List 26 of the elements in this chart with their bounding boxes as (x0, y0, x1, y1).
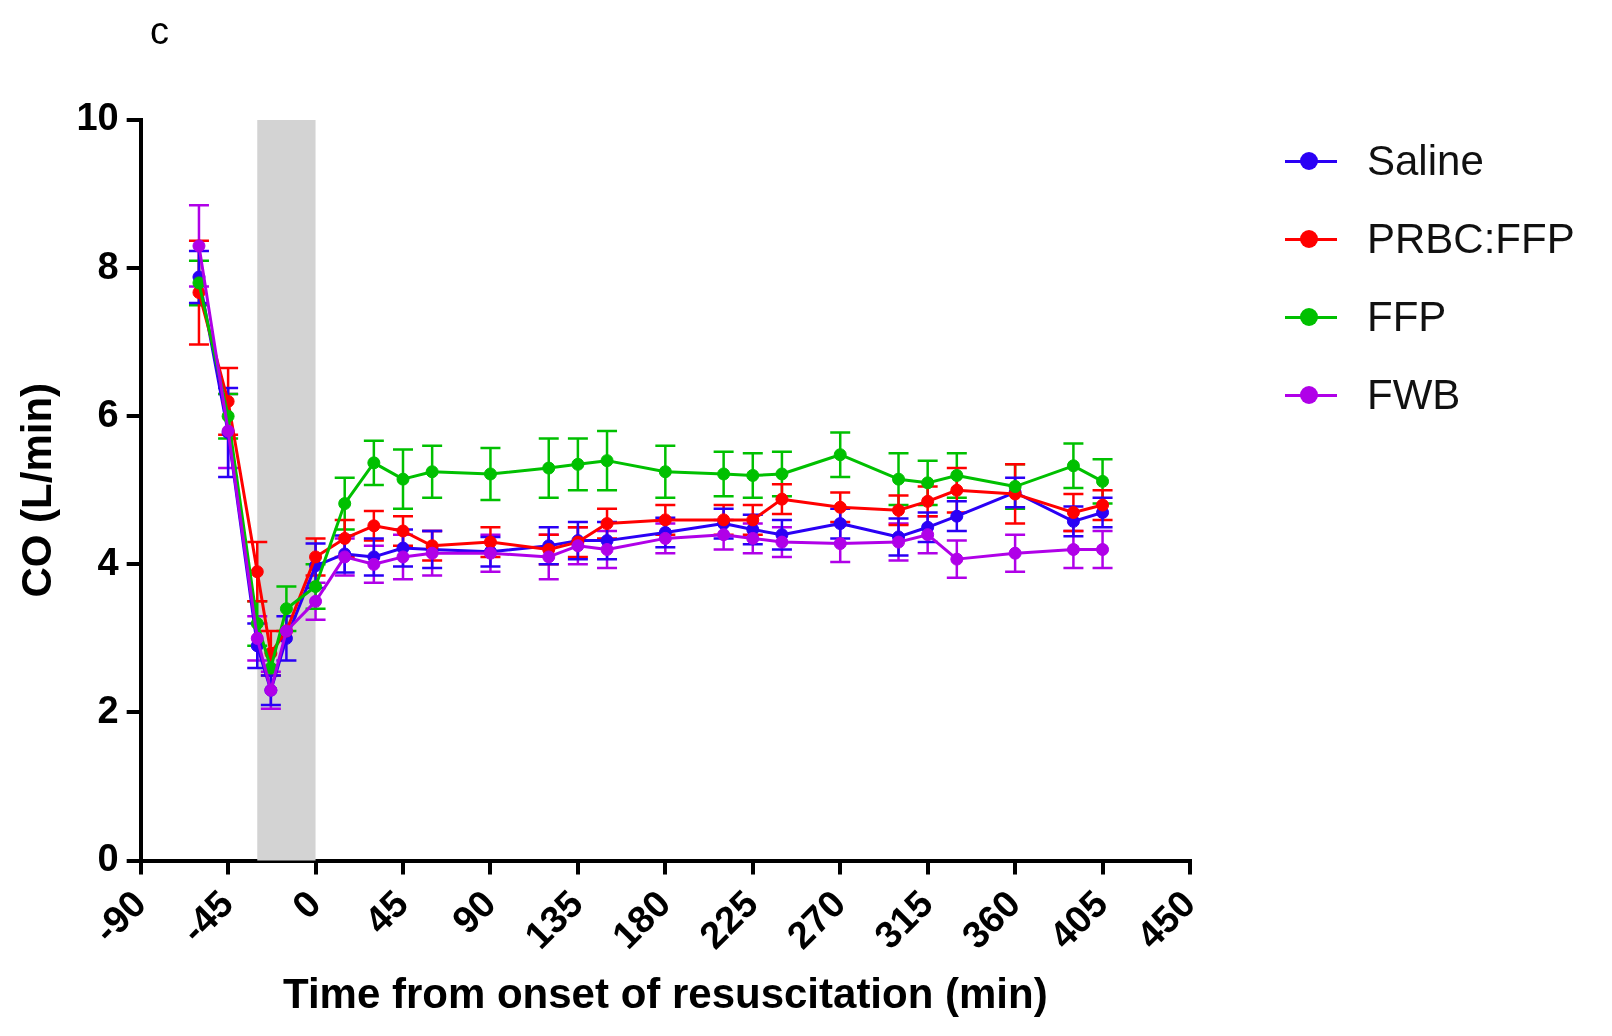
y-tick-label: 4 (97, 540, 119, 583)
x-tick-label: 360 (953, 882, 1029, 957)
y-tick-label: 10 (76, 96, 119, 139)
y-axis-title: CO (L/min) (12, 382, 60, 598)
x-tick-label: -90 (85, 882, 154, 951)
y-tick-label: 0 (97, 837, 119, 880)
x-tick-label: 405 (1041, 882, 1116, 957)
x-tick-label: 315 (866, 882, 941, 957)
legend-label: FWB (1367, 371, 1461, 419)
x-tick-label: 270 (778, 882, 854, 957)
x-axis-title: Time from onset of resuscitation (min) (283, 970, 1048, 1018)
y-tick-label: 8 (97, 244, 119, 287)
legend-label: Saline (1367, 137, 1484, 185)
x-tick-label: 180 (603, 882, 679, 957)
x-tick-label: -45 (172, 882, 242, 951)
x-tick-label: 225 (691, 882, 766, 957)
x-tick-label: 90 (443, 882, 504, 942)
legend-label: FFP (1367, 293, 1447, 341)
x-tick-label: 0 (283, 882, 329, 927)
text: c (150, 10, 169, 53)
x-tick-label: 135 (516, 882, 591, 957)
y-tick-label: 2 (97, 688, 119, 731)
x-tick-label: 450 (1128, 882, 1204, 957)
x-tick-label: 45 (356, 882, 417, 942)
legend-label: PRBC:FFP (1367, 215, 1575, 263)
y-tick-label: 6 (97, 392, 119, 435)
